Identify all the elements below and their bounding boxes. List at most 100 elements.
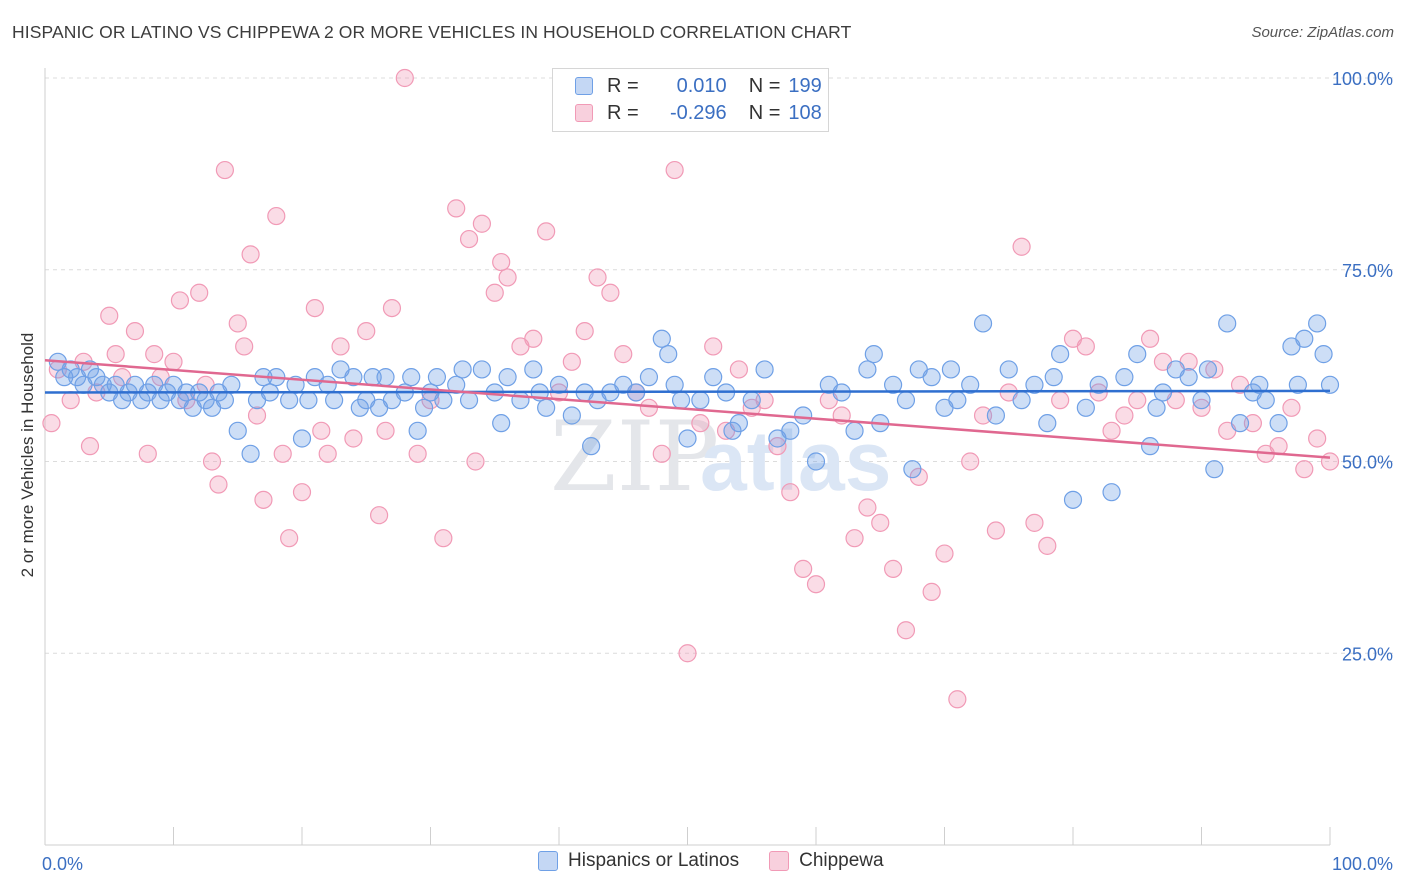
- chippewa-point: [331, 337, 350, 356]
- legend-n-value: 108: [788, 101, 822, 124]
- bottom-legend-label: Chippewa: [799, 850, 884, 871]
- hispanic-point: [241, 444, 260, 463]
- legend-row-chippewa: R = -0.296 N = 108: [575, 100, 822, 126]
- hispanic-point: [562, 406, 581, 425]
- chippewa-point: [408, 444, 427, 463]
- chippewa-point: [492, 252, 511, 272]
- legend-n-label: N =: [748, 101, 781, 124]
- bottom-legend-chippewa[interactable]: Chippewa: [769, 850, 884, 872]
- chippewa-point: [485, 283, 504, 302]
- chippewa-point: [280, 529, 299, 548]
- chippewa-point: [235, 337, 254, 356]
- chippewa-point: [202, 452, 222, 471]
- source-label: Source: ZipAtlas.com: [1251, 24, 1394, 41]
- hispanic-point: [459, 391, 479, 410]
- chippewa-point: [614, 345, 633, 364]
- watermark-atlas: atlas: [700, 414, 891, 508]
- bottom-legend-swatch-pink: [769, 851, 790, 871]
- hispanic-point: [1218, 314, 1237, 333]
- hispanic-point: [344, 368, 363, 387]
- hispanic-point: [639, 368, 659, 387]
- hispanic-point: [1256, 391, 1275, 410]
- hispanic-point: [665, 375, 684, 394]
- hispanic-point: [742, 391, 761, 410]
- hispanic-point: [729, 414, 749, 433]
- hispanic-point: [999, 360, 1018, 379]
- hispanic-point: [986, 406, 1006, 425]
- chippewa-point: [138, 444, 157, 463]
- chippewa-point: [781, 483, 800, 502]
- legend-r-value: 0.010: [676, 74, 727, 97]
- chippewa-point: [973, 406, 993, 425]
- chart-title: HISPANIC OR LATINO VS CHIPPEWA 2 OR MORE…: [12, 22, 852, 42]
- hispanic-point: [794, 406, 813, 425]
- chippewa-point: [447, 199, 466, 218]
- legend-r-label: R =: [607, 101, 639, 124]
- chippewa-point: [1282, 398, 1301, 417]
- chippewa-point: [575, 322, 594, 341]
- hispanic-point: [883, 375, 903, 394]
- chippewa-point: [164, 352, 183, 371]
- chippewa-point: [459, 229, 479, 249]
- chippewa-point: [312, 421, 331, 440]
- legend-swatch-blue: [575, 77, 593, 95]
- hispanic-point: [845, 421, 864, 440]
- chippewa-point: [691, 414, 710, 433]
- hispanic-point: [1089, 375, 1108, 394]
- legend-n-value: 199: [788, 74, 822, 97]
- hispanic-point: [1076, 398, 1095, 417]
- hispanic-point: [1250, 375, 1269, 394]
- hispanic-point: [492, 414, 511, 433]
- chippewa-point: [267, 206, 286, 226]
- hispanic-point: [414, 398, 434, 417]
- legend-swatch-pink: [575, 104, 593, 122]
- chippewa-point: [729, 360, 749, 379]
- chippewa-point: [1076, 337, 1095, 356]
- bottom-legend: Hispanics or Latinos Chippewa: [538, 850, 914, 872]
- hispanic-point: [691, 391, 710, 410]
- chippewa-point: [845, 529, 864, 548]
- chippewa-point: [292, 483, 312, 502]
- chippewa-point: [704, 337, 723, 356]
- hispanic-point: [498, 368, 517, 387]
- chippewa-point: [986, 521, 1006, 540]
- hispanic-point: [973, 314, 993, 333]
- chippewa-point: [357, 322, 376, 341]
- chippewa-point: [588, 268, 607, 287]
- hispanic-point: [228, 421, 247, 440]
- chippewa-point: [1051, 391, 1070, 410]
- hispanic-point: [1198, 360, 1218, 379]
- chippewa-point: [896, 621, 916, 640]
- hispanic-point: [325, 391, 344, 410]
- hispanic-point: [453, 360, 472, 379]
- chippewa-point: [948, 690, 967, 709]
- chippewa-point: [100, 306, 119, 325]
- hispanic-point: [427, 368, 447, 387]
- hispanic-point: [941, 360, 961, 379]
- chippewa-point: [190, 283, 209, 302]
- watermark: ZIP atlas: [550, 401, 891, 513]
- hispanic-point: [1140, 437, 1160, 456]
- chippewa-point: [1025, 513, 1044, 532]
- hispanic-point: [1314, 345, 1333, 364]
- chippewa-point: [498, 268, 517, 287]
- hispanic-point: [280, 391, 299, 410]
- hispanic-point: [524, 360, 543, 379]
- hispanic-point: [1102, 483, 1121, 502]
- hispanic-point: [472, 360, 491, 379]
- chippewa-point: [922, 582, 941, 601]
- chippewa-point: [806, 575, 826, 594]
- y-tick-label: 50.0%: [1342, 453, 1393, 473]
- hispanic-point: [922, 368, 941, 387]
- hispanic-point: [1063, 490, 1083, 509]
- hispanic-point: [659, 345, 678, 364]
- chippewa-point: [61, 391, 80, 410]
- chippewa-point: [247, 406, 267, 425]
- bottom-legend-hispanic[interactable]: Hispanics or Latinos: [538, 850, 739, 872]
- hispanic-point: [402, 368, 421, 387]
- hispanic-point: [549, 375, 569, 394]
- hispanic-point: [318, 375, 337, 394]
- hispanic-point: [434, 391, 453, 410]
- chippewa-point: [318, 444, 337, 463]
